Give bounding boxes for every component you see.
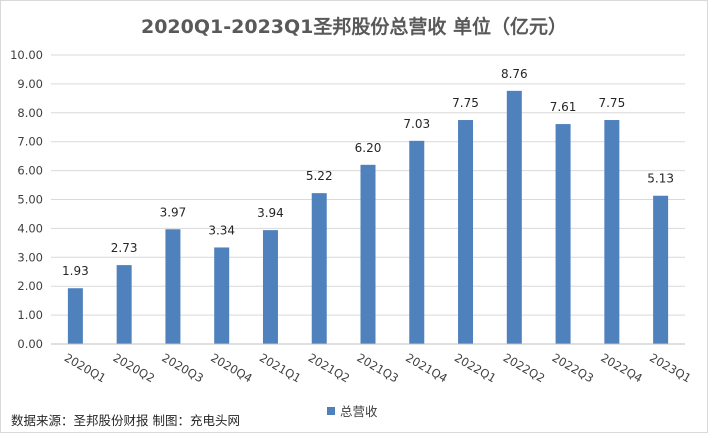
bar-2020Q4 [214,247,230,344]
data-label-2021Q1: 3.94 [257,206,284,220]
x-tick-label-2021Q2: 2021Q2 [306,350,353,385]
bars [67,90,669,345]
x-tick-label-2021Q4: 2021Q4 [403,350,450,385]
data-label-2021Q3: 6.20 [355,141,382,155]
y-tick-label: 0.00 [17,337,43,351]
y-tick-label: 2.00 [17,279,43,293]
x-tick-label-2021Q3: 2021Q3 [355,350,402,385]
bar-2020Q1 [67,288,83,344]
y-tick-label: 10.00 [10,48,43,62]
source-note: 数据来源：圣邦股份财报 制图：充电头网 [11,413,240,428]
x-tick-label-2022Q2: 2022Q2 [501,350,548,385]
y-tick-label: 7.00 [17,135,43,149]
x-tick-label-2022Q1: 2022Q1 [452,350,499,385]
x-axis-ticks: 2020Q1 2020Q2 2020Q3 2020Q4 2021Q1 2021Q2 2021… [62,350,694,385]
x-tick-label-2021Q1: 2021Q1 [257,350,304,385]
data-label-2022Q2: 8.76 [501,67,528,81]
bar-2021Q4 [409,140,425,344]
legend-label: 总营收 [340,404,378,419]
data-label-2022Q3: 7.61 [550,100,577,114]
x-tick-label-2020Q2: 2020Q2 [111,350,158,385]
data-label-2020Q4: 3.34 [208,223,235,237]
x-tick-label-2020Q4: 2020Q4 [208,350,255,385]
y-tick-label: 8.00 [17,106,43,120]
data-label-2021Q4: 7.03 [403,117,430,131]
bar-2022Q4 [604,120,620,345]
data-label-2020Q2: 2.73 [111,241,138,255]
bar-2022Q1 [458,120,474,345]
bar-2021Q2 [311,193,327,344]
legend: 总营收 [327,404,378,419]
bar-2020Q3 [165,229,181,344]
data-label-2022Q4: 7.75 [598,96,625,110]
x-tick-label-2022Q4: 2022Q4 [598,350,645,385]
y-tick-label: 1.00 [17,308,43,322]
data-label-2023Q1: 5.13 [647,172,674,186]
y-tick-label: 3.00 [17,250,43,264]
data-label-2020Q3: 3.97 [160,205,187,219]
bar-2022Q2 [506,90,522,344]
bar-2020Q2 [116,265,132,344]
chart-title: 2020Q1-2023Q1圣邦股份总营收 单位（亿元） [141,15,567,38]
y-tick-label: 6.00 [17,164,43,178]
bar-2023Q1 [653,195,669,344]
y-tick-label: 5.00 [17,193,43,207]
y-tick-label: 4.00 [17,221,43,235]
x-tick-label-2020Q1: 2020Q1 [62,350,109,385]
bar-2021Q3 [360,164,376,344]
x-tick-label-2023Q1: 2023Q1 [647,350,694,385]
legend-swatch [327,407,335,415]
y-axis-ticks: 0.00 1.00 2.00 3.00 4.00 5.00 6.00 7.00 8.00 9.00… [10,48,43,351]
x-tick-label-2022Q3: 2022Q3 [550,350,597,385]
y-tick-label: 9.00 [17,77,43,91]
data-labels: 1.93 2.73 3.97 3.34 3.94 5.22 6.20 7.03 7.75 8.76… [62,67,674,278]
data-label-2022Q1: 7.75 [452,96,479,110]
data-label-2021Q2: 5.22 [306,169,333,183]
data-label-2020Q1: 1.93 [62,264,89,278]
bar-2022Q3 [555,124,571,344]
x-tick-label-2020Q3: 2020Q3 [159,350,206,385]
bar-2021Q1 [262,230,278,344]
